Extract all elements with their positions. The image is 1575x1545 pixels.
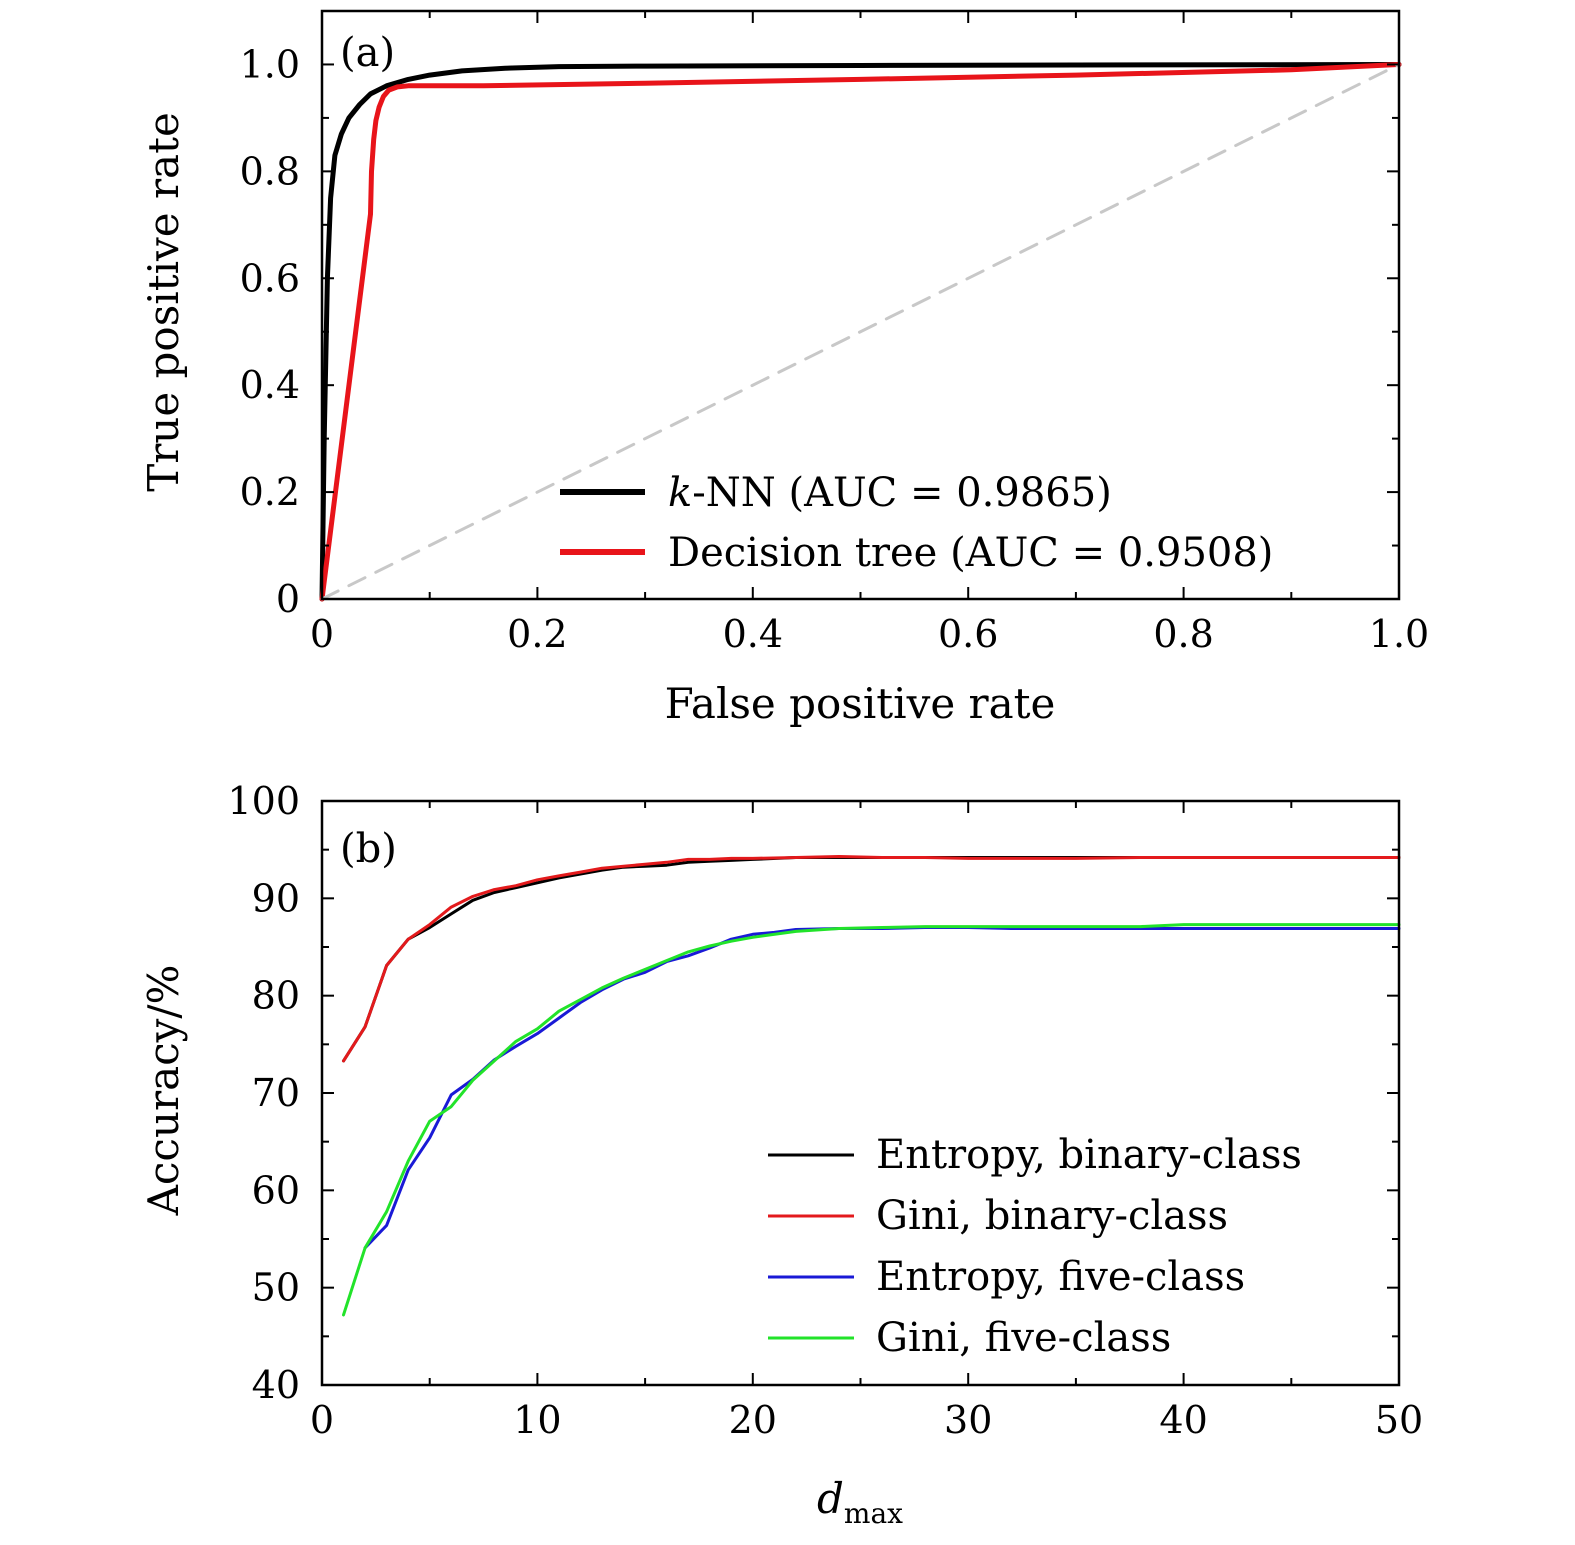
- panel-b-ticks: 0 10 20 30 40 50 40 50 60 70 80 90 100: [227, 779, 1423, 1442]
- y-tick-label: 1.0: [240, 42, 300, 86]
- x-axis-title-subscript: max: [844, 1497, 903, 1530]
- series-line-gini-binary-class: [342, 855, 1401, 1063]
- x-tick-label: 0.8: [1153, 612, 1213, 656]
- series-line-gini-five-class: [342, 923, 1401, 1317]
- panel-b-label: (b): [340, 826, 397, 872]
- legend-knn-italic: k: [668, 470, 692, 516]
- x-tick-label: 0.2: [507, 612, 567, 656]
- y-tick-label: 70: [252, 1071, 300, 1115]
- panel-b-x-axis-title: dmax: [817, 1474, 903, 1530]
- panel-a-y-axis-title: True positive rate: [139, 112, 188, 492]
- panel-a-roc-chart: 0 0.2 0.4 0.6 0.8 1.0 0 0.2 0.4 0.6 0.8 1.0 (a) Fal…: [139, 9, 1429, 728]
- panel-b-y-axis-title: Accuracy/%: [139, 965, 188, 1217]
- legend-knn-rest: -NN (AUC = 0.9865): [692, 470, 1112, 516]
- y-tick-label: 0.4: [240, 363, 300, 407]
- x-tick-label: 30: [944, 1398, 992, 1442]
- panel-a-legend: k-NN (AUC = 0.9865) Decision tree (AUC =…: [560, 470, 1273, 576]
- x-tick-label: 20: [729, 1398, 777, 1442]
- y-tick-label: 50: [252, 1266, 300, 1310]
- panel-b-legend: Entropy, binary-class Gini, binary-class…: [768, 1132, 1302, 1361]
- x-axis-title-d: d: [817, 1474, 844, 1523]
- y-tick-label: 40: [252, 1363, 300, 1407]
- panel-b-accuracy-chart: 0 10 20 30 40 50 40 50 60 70 80 90 100 (b) dmax Accu…: [139, 779, 1423, 1530]
- x-tick-label: 50: [1375, 1398, 1423, 1442]
- series-line-k-nn-auc-0-9865: [319, 62, 1402, 602]
- panel-a-x-axis-title: False positive rate: [665, 679, 1056, 728]
- x-tick-label: 0: [310, 1398, 334, 1442]
- x-tick-label: 1.0: [1369, 612, 1429, 656]
- legend-label-decision-tree: Decision tree (AUC = 0.9508): [668, 530, 1273, 576]
- y-tick-label: 0: [276, 577, 300, 621]
- x-tick-label: 0.6: [938, 612, 998, 656]
- y-tick-label: 80: [252, 974, 300, 1018]
- legend-label-entropy-binary: Entropy, binary-class: [876, 1132, 1302, 1178]
- series-line-decision-tree-auc-0-9508: [319, 62, 1402, 602]
- legend-label-knn: k-NN (AUC = 0.9865): [668, 470, 1112, 516]
- y-tick-label: 0.6: [240, 256, 300, 300]
- y-tick-label: 100: [227, 779, 300, 823]
- legend-label-gini-five: Gini, five-class: [876, 1315, 1171, 1361]
- x-tick-label: 0.4: [723, 612, 783, 656]
- legend-label-gini-binary: Gini, binary-class: [876, 1193, 1228, 1239]
- x-tick-label: 0: [310, 612, 334, 656]
- y-tick-label: 0.8: [240, 149, 300, 193]
- panel-a-ticks: 0 0.2 0.4 0.6 0.8 1.0 0 0.2 0.4 0.6 0.8 1.0: [240, 11, 1429, 656]
- series-line-chance: [320, 63, 1401, 601]
- panel-a-label: (a): [340, 30, 395, 76]
- x-tick-label: 40: [1159, 1398, 1207, 1442]
- panel-b-series-group: [342, 855, 1401, 1317]
- x-tick-label: 10: [513, 1398, 561, 1442]
- legend-label-entropy-five: Entropy, five-class: [876, 1254, 1245, 1300]
- y-tick-label: 60: [252, 1168, 300, 1212]
- y-tick-label: 0.2: [240, 470, 300, 514]
- y-tick-label: 90: [252, 876, 300, 920]
- panel-a-series-group: [319, 62, 1402, 602]
